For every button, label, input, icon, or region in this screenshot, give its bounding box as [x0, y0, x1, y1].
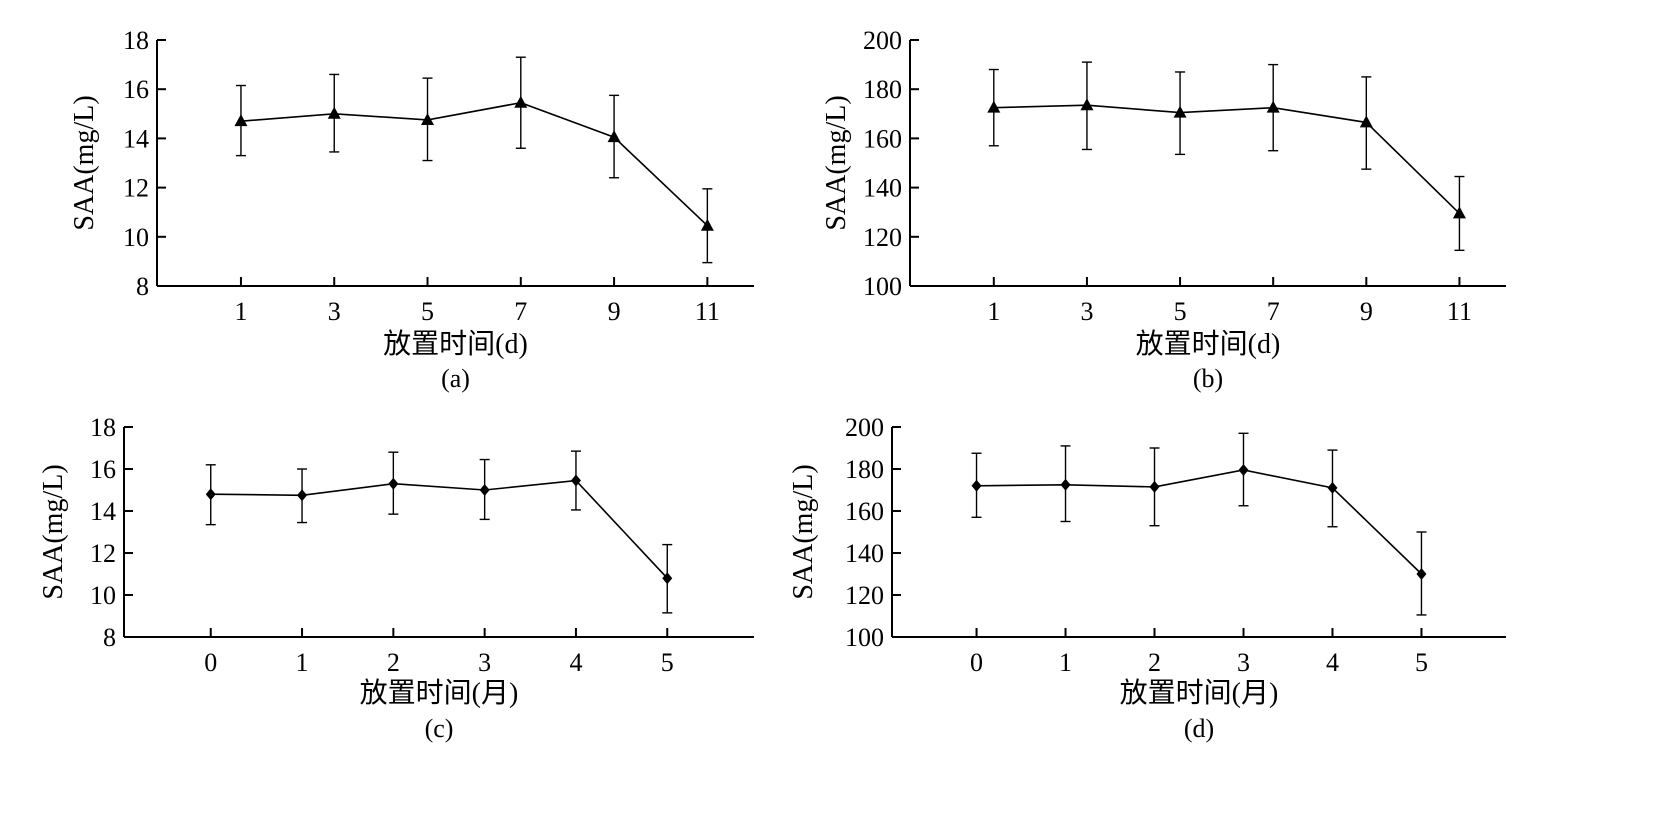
data-point-triangle — [1359, 115, 1373, 128]
x-tick-label: 4 — [569, 648, 582, 677]
x-axis-title: 放置时间(d) — [383, 328, 528, 360]
data-point-diamond — [1060, 478, 1071, 491]
x-tick-label: 5 — [661, 648, 674, 677]
data-point-diamond — [1416, 568, 1427, 580]
x-tick-label: 2 — [387, 648, 400, 677]
data-point-triangle — [234, 114, 248, 127]
panel-label: (b) — [1193, 364, 1223, 393]
x-tick-label: 5 — [421, 297, 434, 326]
chart-panel: 100 120 140 160 180 200 1 3 5 7 9 11 SAA(mg/L) 放置时间(d… — [821, 26, 1506, 393]
x-tick-label: 9 — [608, 297, 621, 326]
y-tick-label: 200 — [845, 413, 884, 442]
data-point-triangle — [1266, 100, 1280, 113]
y-tick-label: 8 — [136, 272, 149, 301]
data-point-triangle — [987, 100, 1001, 113]
series-line — [240, 101, 708, 227]
y-tick-label: 120 — [845, 581, 884, 610]
y-tick-label: 160 — [863, 124, 902, 153]
data-point-triangle — [421, 112, 435, 125]
x-axis-title: 放置时间(月) — [1120, 677, 1279, 709]
chart-panel: 100 120 140 160 180 200 0 1 2 3 4 5 SAA(mg/L) 放置时间(月)… — [788, 413, 1506, 743]
x-tick-label: 11 — [1447, 297, 1472, 326]
y-tick-label: 120 — [863, 223, 902, 252]
x-tick-label: 11 — [695, 297, 720, 326]
y-tick-label: 140 — [845, 539, 884, 568]
x-tick-label: 4 — [1326, 648, 1339, 677]
y-tick-label: 16 — [90, 455, 116, 484]
data-point-diamond — [479, 484, 490, 496]
series-line — [976, 469, 1423, 575]
data-point-diamond — [297, 489, 308, 502]
y-tick-label: 180 — [845, 455, 884, 484]
series-line — [993, 104, 1460, 214]
y-tick-label: 100 — [863, 272, 902, 301]
data-point-diamond — [1149, 480, 1160, 493]
data-point-triangle — [514, 95, 528, 108]
data-point-triangle — [327, 106, 341, 119]
y-tick-label: 8 — [103, 623, 116, 652]
data-point-triangle — [700, 218, 714, 231]
y-tick-label: 12 — [90, 539, 116, 568]
data-point-diamond — [662, 572, 673, 585]
x-tick-label: 0 — [970, 648, 983, 677]
x-tick-label: 1 — [234, 297, 247, 326]
y-tick-label: 140 — [863, 174, 902, 203]
data-point-diamond — [205, 488, 216, 501]
data-point-diamond — [570, 474, 581, 487]
panel-label: (c) — [425, 714, 454, 743]
y-tick-label: 100 — [845, 623, 884, 652]
y-axis-title: SAA(mg/L) — [69, 95, 100, 230]
y-tick-label: 14 — [123, 124, 149, 153]
y-tick-label: 10 — [123, 223, 149, 252]
x-tick-label: 3 — [1080, 297, 1093, 326]
y-tick-label: 18 — [123, 26, 149, 55]
y-tick-label: 16 — [123, 75, 149, 104]
data-point-triangle — [607, 130, 621, 143]
data-point-diamond — [971, 479, 982, 492]
y-tick-label: 200 — [863, 26, 902, 55]
y-tick-label: 14 — [90, 497, 116, 526]
y-tick-label: 18 — [90, 413, 116, 442]
x-tick-label: 3 — [328, 297, 341, 326]
x-axis-title: 放置时间(月) — [360, 677, 519, 709]
x-tick-label: 1 — [296, 648, 309, 677]
data-point-triangle — [1080, 98, 1094, 111]
data-point-diamond — [388, 477, 399, 490]
x-axis-title: 放置时间(d) — [1136, 328, 1281, 360]
data-point-diamond — [1327, 481, 1338, 494]
x-tick-label: 7 — [1267, 297, 1280, 326]
y-tick-label: 160 — [845, 497, 884, 526]
x-tick-label: 1 — [987, 297, 1000, 326]
y-axis-title: SAA(mg/L) — [788, 464, 819, 599]
y-tick-label: 10 — [90, 581, 116, 610]
y-axis-title: SAA(mg/L) — [821, 95, 852, 230]
x-tick-label: 9 — [1360, 297, 1373, 326]
panel-label: (a) — [441, 364, 470, 393]
data-point-diamond — [1238, 464, 1249, 477]
data-point-triangle — [1452, 206, 1466, 219]
data-point-triangle — [1173, 105, 1187, 118]
panel-label: (d) — [1184, 714, 1214, 743]
x-tick-label: 5 — [1415, 648, 1428, 677]
y-tick-label: 12 — [123, 174, 149, 203]
x-tick-label: 0 — [204, 648, 217, 677]
series-line — [210, 479, 668, 579]
chart-panel: 8 10 12 14 16 18 1 3 5 7 9 11 SAA(mg/L) 放置时间(d) (a) — [69, 26, 754, 393]
x-tick-label: 1 — [1059, 648, 1072, 677]
x-tick-label: 5 — [1174, 297, 1187, 326]
y-tick-label: 180 — [863, 75, 902, 104]
x-tick-label: 2 — [1148, 648, 1161, 677]
x-tick-label: 3 — [478, 648, 491, 677]
y-axis-title: SAA(mg/L) — [38, 464, 69, 599]
x-tick-label: 3 — [1237, 648, 1250, 677]
x-tick-label: 7 — [514, 297, 527, 326]
